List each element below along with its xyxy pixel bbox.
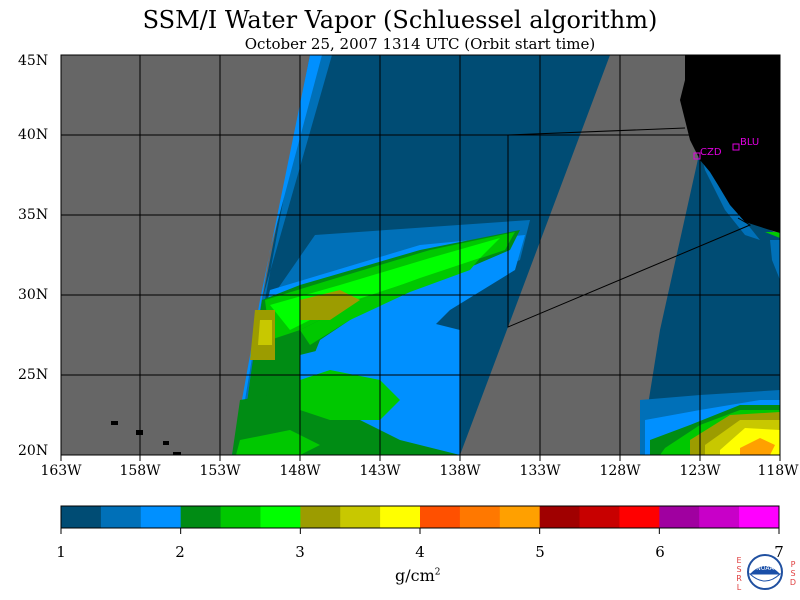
map-frame: [60, 54, 781, 456]
colorbar-units: g/cm2: [395, 566, 441, 585]
svg-text:NOAA: NOAA: [756, 565, 774, 572]
colorbar-tick-6: 6: [655, 543, 665, 561]
colorbar-segment: [539, 506, 581, 528]
colorbar-segment: [659, 506, 700, 528]
lon-label-133w: 133W: [519, 463, 561, 479]
colorbar-segment: [180, 506, 222, 528]
lat-label-30n: 30N: [18, 287, 49, 303]
lat-label-40n: 40N: [18, 127, 49, 143]
noaa-logo-icon: NOAA: [747, 554, 783, 590]
colorbar-segment: [420, 506, 461, 528]
colorbar: [60, 505, 780, 534]
right-swath: [640, 150, 780, 455]
lon-label-143w: 143W: [359, 463, 401, 479]
lat-label-45n: 45N: [18, 53, 49, 69]
lat-lon-grid: [61, 55, 780, 455]
lon-label-118w: 118W: [757, 463, 799, 479]
colorbar-segment: [300, 506, 341, 528]
station-marker-czd: [693, 152, 701, 160]
colorbar-segment: [380, 506, 421, 528]
lon-label-148w: 148W: [279, 463, 321, 479]
colorbar-segment: [260, 506, 301, 528]
lon-label-153w: 153W: [199, 463, 241, 479]
colorbar-tick-7: 7: [774, 543, 784, 561]
colorbar-segment: [100, 506, 142, 528]
coastline-land: [680, 55, 780, 233]
colorbar-tick-5: 5: [535, 543, 545, 561]
lon-label-158w: 158W: [119, 463, 161, 479]
colorbar-segment: [220, 506, 261, 528]
station-label-blu: BLU: [740, 137, 760, 148]
lon-label-128w: 128W: [599, 463, 641, 479]
colorbar-segment: [579, 506, 620, 528]
colorbar-tick-1: 1: [56, 543, 66, 561]
colorbar-segment: [499, 506, 541, 528]
left-swath: [232, 55, 610, 455]
map-title: SSM/I Water Vapor (Schluessel algorithm): [142, 6, 658, 34]
colorbar-tick-2: 2: [175, 543, 185, 561]
map-subtitle: October 25, 2007 1314 UTC (Orbit start t…: [244, 35, 596, 53]
colorbar-segment: [140, 506, 182, 528]
station-label-czd: CZD: [700, 147, 722, 158]
colorbar-segment: [459, 506, 501, 528]
colorbar-tick-3: 3: [295, 543, 305, 561]
station-marker-blu: [732, 143, 740, 151]
lon-label-163w: 163W: [40, 463, 82, 479]
lat-label-35n: 35N: [18, 207, 49, 223]
lon-label-123w: 123W: [679, 463, 721, 479]
colorbar-segment: [340, 506, 381, 528]
lon-label-138w: 138W: [439, 463, 481, 479]
colorbar-segment: [699, 506, 740, 528]
lat-label-20n: 20N: [18, 443, 49, 459]
lat-label-25n: 25N: [18, 367, 49, 383]
colorbar-segment: [619, 506, 660, 528]
colorbar-segment: [739, 506, 780, 528]
colorbar-tick-4: 4: [415, 543, 425, 561]
study-region-outline: [507, 135, 752, 328]
colorbar-segment: [61, 506, 102, 528]
